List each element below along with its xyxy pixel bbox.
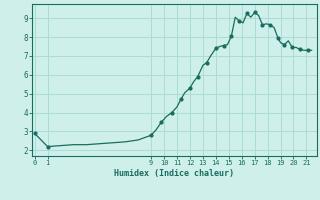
X-axis label: Humidex (Indice chaleur): Humidex (Indice chaleur)	[115, 169, 234, 178]
